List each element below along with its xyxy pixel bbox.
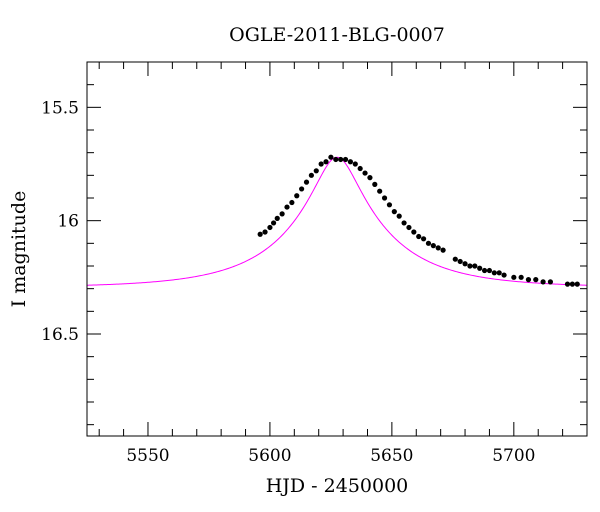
data-point	[270, 220, 277, 226]
data-point	[452, 256, 458, 262]
data-point	[435, 245, 441, 251]
chart-title: OGLE-2011-BLG-0007	[229, 24, 445, 46]
data-point	[328, 154, 334, 160]
data-point	[569, 281, 575, 287]
data-point	[386, 202, 393, 208]
data-point	[425, 240, 432, 246]
data-point	[501, 272, 507, 278]
data-point	[303, 179, 310, 185]
data-point	[481, 267, 488, 274]
data-point	[477, 265, 483, 271]
data-points-layer	[257, 154, 580, 287]
data-point	[486, 267, 493, 274]
data-point	[391, 209, 397, 215]
data-point	[491, 270, 497, 276]
data-point	[267, 224, 273, 231]
data-point	[547, 279, 554, 285]
data-point	[467, 263, 473, 269]
data-point	[347, 159, 354, 165]
data-point	[511, 274, 517, 280]
data-point	[323, 159, 329, 165]
plot-frame	[86, 61, 588, 437]
data-point	[279, 211, 285, 217]
data-point	[262, 229, 268, 235]
data-point	[333, 156, 339, 163]
data-point	[352, 161, 358, 167]
data-point	[377, 188, 383, 194]
data-point	[416, 233, 422, 240]
data-point	[457, 258, 463, 265]
data-point	[308, 172, 314, 178]
data-point	[440, 247, 446, 253]
data-point	[564, 281, 571, 287]
y-tick-label: 16.5	[41, 325, 79, 345]
data-point	[574, 281, 580, 287]
data-point	[420, 236, 427, 242]
data-point	[430, 243, 436, 249]
data-point	[372, 181, 378, 187]
data-point	[367, 175, 373, 181]
y-axis-ticks: 15.5 16 16.5	[41, 61, 587, 426]
data-point	[462, 261, 468, 267]
data-point	[342, 156, 349, 163]
data-point	[496, 270, 502, 276]
model-curve-layer	[87, 156, 587, 286]
x-axis-label: HJD - 2450000	[266, 475, 409, 497]
data-point	[401, 220, 407, 226]
data-point	[525, 277, 532, 283]
data-point	[411, 229, 417, 235]
data-point	[472, 263, 478, 269]
x-tick-label: 5600	[248, 446, 291, 466]
data-point	[396, 213, 402, 219]
data-point	[313, 168, 319, 174]
data-point	[381, 195, 388, 201]
x-axis-ticks: 5550 5600 5650 5700	[98, 62, 588, 466]
data-point	[257, 231, 263, 237]
model-curve	[87, 156, 587, 286]
data-point	[318, 161, 324, 167]
data-point	[294, 193, 300, 199]
data-point	[518, 274, 524, 280]
y-axis-label: I magnitude	[8, 191, 30, 308]
data-point	[338, 156, 344, 163]
data-point	[289, 199, 295, 206]
data-point	[357, 165, 363, 172]
data-point	[299, 186, 305, 192]
x-tick-label: 5700	[492, 446, 535, 466]
data-point	[274, 215, 280, 221]
y-tick-label: 15.5	[41, 98, 79, 118]
y-tick-label: 16	[57, 212, 79, 232]
x-tick-label: 5650	[370, 446, 413, 466]
data-point	[284, 204, 290, 210]
data-point	[362, 170, 368, 176]
data-point	[540, 279, 546, 285]
x-tick-label: 5550	[126, 446, 169, 466]
data-point	[406, 224, 412, 231]
data-point	[533, 277, 539, 283]
